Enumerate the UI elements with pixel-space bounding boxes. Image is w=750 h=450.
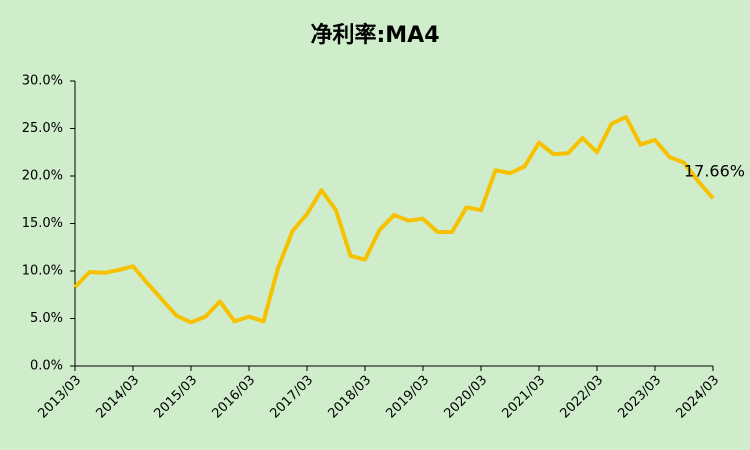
y-tick-label: 30.0% xyxy=(22,74,63,89)
y-tick-label: 25.0% xyxy=(22,121,63,136)
y-tick-label: 5.0% xyxy=(30,311,63,326)
data-label: 17.66% xyxy=(684,162,745,181)
y-tick-label: 15.0% xyxy=(22,216,63,231)
y-tick-label: 10.0% xyxy=(22,264,63,279)
data-line xyxy=(73,115,715,325)
y-tick-label: 20.0% xyxy=(22,169,63,184)
x-tick-label: 2015/03 xyxy=(152,373,201,422)
y-tick-label: 0.0% xyxy=(30,359,63,374)
x-tick-label: 2024/03 xyxy=(674,373,723,422)
x-tick-label: 2017/03 xyxy=(268,373,317,422)
x-tick-label: 2013/03 xyxy=(36,373,85,422)
x-tick-label: 2018/03 xyxy=(326,373,375,422)
x-tick-label: 2021/03 xyxy=(500,373,549,422)
x-tick-label: 2019/03 xyxy=(384,373,433,422)
x-tick-label: 2022/03 xyxy=(558,373,607,422)
x-tick-label: 2016/03 xyxy=(210,373,259,422)
x-tick-label: 2023/03 xyxy=(616,373,665,422)
chart-title: 净利率:MA4 xyxy=(310,22,439,48)
x-tick-label: 2014/03 xyxy=(94,373,143,422)
x-tick-label: 2020/03 xyxy=(442,373,491,422)
